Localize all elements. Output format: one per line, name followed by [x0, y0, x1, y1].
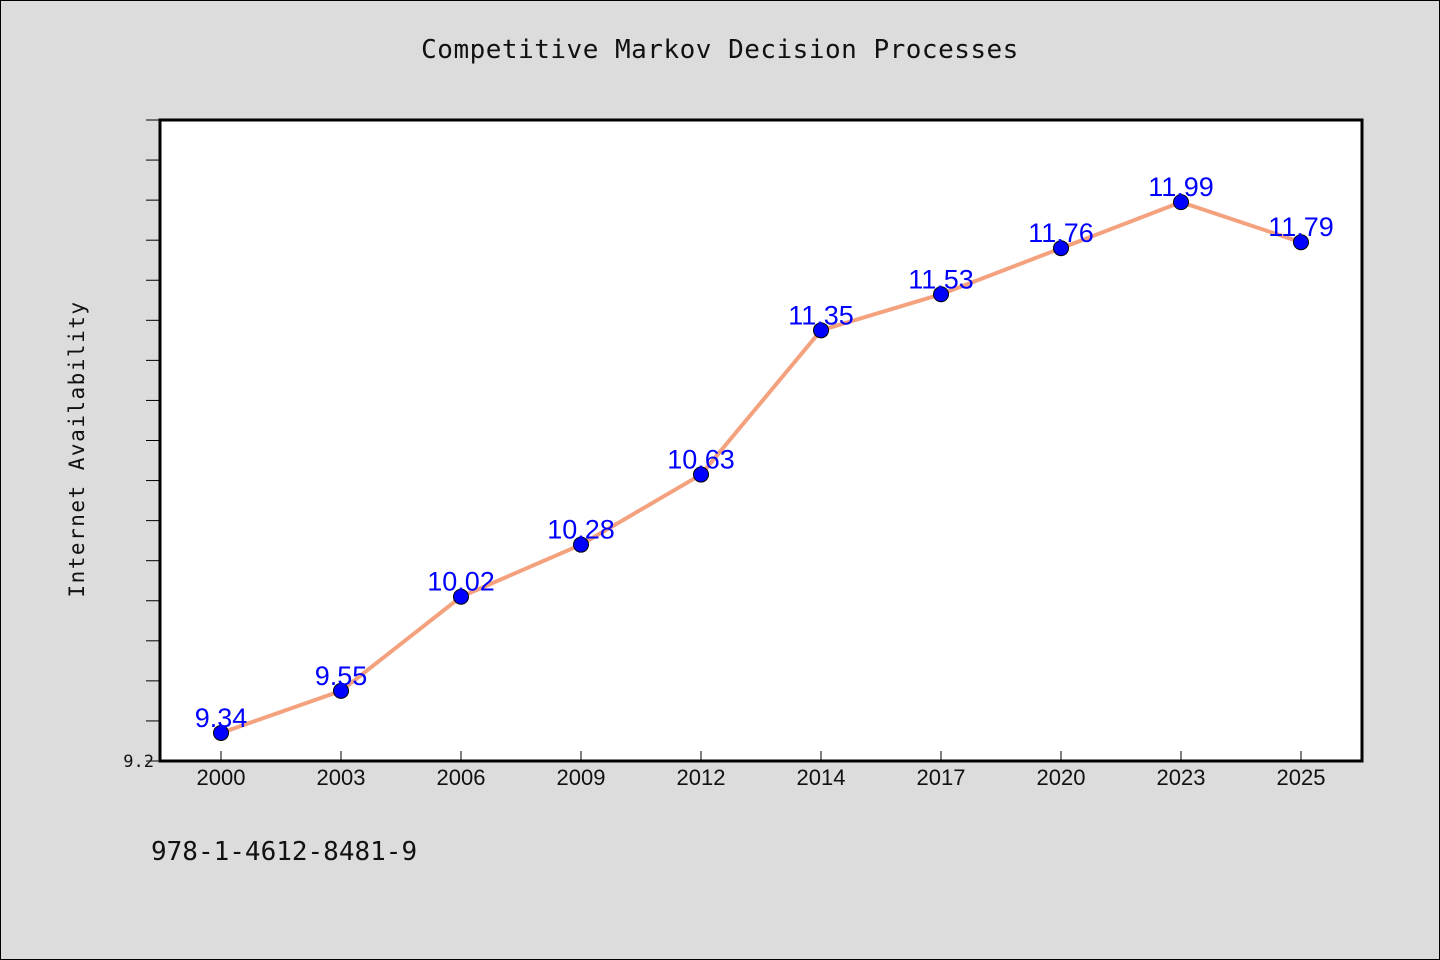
x-tick-label: 2009 [557, 765, 606, 790]
data-point-marker [453, 588, 469, 605]
data-label: 11.53 [908, 264, 974, 294]
x-tick-label: 2003 [317, 765, 366, 790]
data-point-marker [1173, 194, 1189, 211]
data-label: 9.34 [195, 703, 248, 733]
data-label: 11.76 [1028, 218, 1094, 248]
footer-code: 978-1-4612-8481-9 [151, 837, 418, 867]
data-label: 10.63 [667, 445, 735, 475]
data-point-marker [333, 682, 349, 699]
data-point-marker [813, 322, 829, 339]
data-point-marker [1293, 234, 1309, 251]
data-label: 9.55 [315, 661, 368, 691]
series-group: 9.34 9.55 10.02 10.28 10.63 11.35 11.53 11.76 11… [195, 172, 1334, 741]
data-label: 10.28 [547, 515, 615, 545]
data-label: 11.79 [1268, 212, 1334, 242]
data-point-marker [573, 536, 589, 553]
x-tick-label: 2017 [917, 765, 966, 790]
x-axis-ticks: 2000 2003 2006 2009 2012 2014 2017 2020 2023 2025 [197, 751, 1326, 790]
x-tick-label: 2012 [677, 765, 726, 790]
data-point-marker [213, 724, 229, 741]
chart-title: Competitive Markov Decision Processes [421, 35, 1019, 65]
x-tick-label: 2006 [437, 765, 486, 790]
y-axis-ticks: 9.2 [123, 119, 160, 772]
data-point-marker [1053, 240, 1069, 257]
x-tick-label: 2023 [1157, 765, 1206, 790]
data-label: 11.99 [1148, 172, 1214, 202]
x-tick-label: 2025 [1277, 765, 1326, 790]
x-tick-label: 2020 [1037, 765, 1086, 790]
data-point-marker [693, 466, 709, 483]
x-tick-label: 2000 [197, 765, 246, 790]
data-label: 11.35 [788, 300, 854, 330]
series-line [219, 200, 1303, 735]
data-point-marker [933, 286, 949, 303]
data-label: 10.02 [427, 567, 495, 597]
plot-area [158, 118, 1364, 763]
y-tick-label: 9.2 [123, 752, 154, 772]
x-tick-label: 2014 [797, 765, 846, 790]
